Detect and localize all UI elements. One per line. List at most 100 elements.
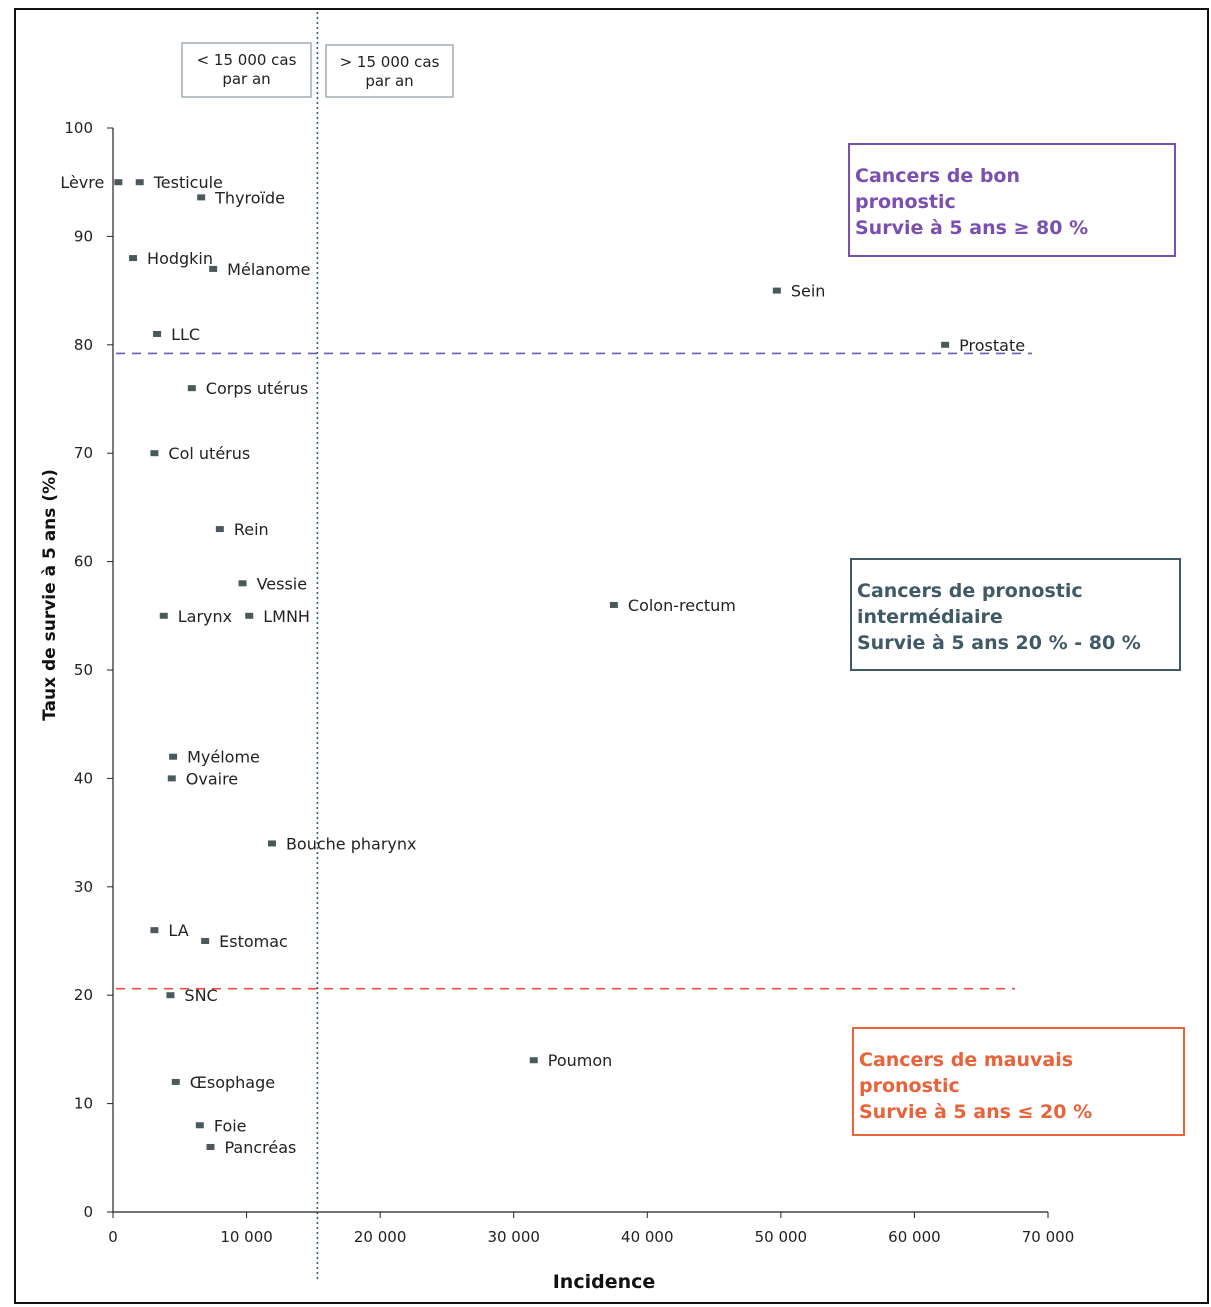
point-marker [187, 385, 196, 392]
annotation-text: Cancers de bon [855, 165, 1020, 187]
point-label: Foie [214, 1116, 247, 1135]
point-marker [150, 927, 159, 934]
y-tick-label: 90 [74, 227, 93, 245]
y-tick-label: 10 [74, 1095, 93, 1113]
point-sein: Sein [772, 282, 826, 301]
point-label: Poumon [548, 1051, 613, 1070]
point-marker [129, 255, 138, 262]
point-label: Œsophage [190, 1073, 275, 1092]
y-tick-label: 100 [64, 119, 93, 137]
x-tick-label: 40 000 [621, 1228, 674, 1246]
point-estomac: Estomac [201, 932, 288, 951]
point-label: LLC [171, 325, 200, 344]
point-marker [114, 179, 123, 186]
point-marker [238, 580, 247, 587]
point-marker [529, 1057, 538, 1064]
point-marker [159, 612, 168, 619]
point-label: Sein [791, 282, 826, 301]
point-label: Thyroïde [214, 188, 285, 207]
point-label: Lèvre [60, 173, 104, 192]
annotation-border [848, 143, 1176, 257]
point-label: Pancréas [225, 1138, 297, 1157]
point-levre: Lèvre [60, 173, 123, 192]
point-prostate: Prostate [941, 336, 1025, 355]
point-ovaire: Ovaire [167, 769, 238, 788]
annotation-border [850, 558, 1181, 671]
point-label: Larynx [178, 607, 232, 626]
point-label: Colon-rectum [628, 596, 736, 615]
point-myelome: Myélome [169, 748, 260, 767]
annotation-text: intermédiaire [857, 606, 1003, 628]
y-tick-label: 20 [74, 986, 93, 1004]
annotation-border [852, 1027, 1185, 1136]
annotation-text: Survie à 5 ans 20 % - 80 % [857, 632, 1141, 654]
point-marker [609, 601, 618, 608]
threshold-label-text: par an [365, 72, 413, 90]
point-marker [166, 992, 175, 999]
point-label: Prostate [959, 336, 1025, 355]
point-bouche-pharynx: Bouche pharynx [267, 834, 417, 853]
point-label: Ovaire [186, 769, 238, 788]
point-snc: SNC [166, 986, 218, 1005]
x-tick-label: 10 000 [220, 1228, 273, 1246]
point-marker [772, 287, 781, 294]
point-marker [171, 1078, 180, 1085]
point-rein: Rein [215, 520, 269, 539]
point-marker [167, 775, 176, 782]
point-melanome: Mélanome [209, 260, 310, 279]
point-marker [206, 1143, 215, 1150]
point-marker [150, 450, 159, 457]
point-label: Myélome [187, 748, 260, 767]
y-tick-label: 30 [74, 878, 93, 896]
point-llc: LLC [153, 325, 200, 344]
x-tick-label: 20 000 [354, 1228, 407, 1246]
x-axis-title: Incidence [553, 1271, 656, 1293]
point-label: Vessie [257, 574, 308, 593]
threshold-label-text: par an [222, 70, 270, 88]
reference-lines [116, 12, 1032, 1280]
threshold-label-box [325, 44, 454, 98]
point-foie: Foie [195, 1116, 247, 1135]
point-marker [215, 526, 224, 533]
point-label: Bouche pharynx [286, 834, 417, 853]
point-marker [941, 341, 950, 348]
point-vessie: Vessie [238, 574, 308, 593]
y-tick-label: 40 [74, 769, 93, 787]
point-label: Estomac [219, 932, 288, 951]
point-label: Col utérus [168, 444, 250, 463]
y-tick-label: 70 [74, 444, 93, 462]
chart-frame [14, 8, 1209, 1304]
annotation-text: Survie à 5 ans ≤ 20 % [859, 1101, 1092, 1123]
annotation-box: Cancers de bon pronostic Survie à 5 ans ≥ … [848, 143, 1176, 257]
point-testicule: Testicule [135, 173, 223, 192]
x-tick-label: 0 [108, 1228, 118, 1246]
point-oesophage: Œsophage [171, 1073, 275, 1092]
threshold-label-text: < 15 000 cas [197, 51, 297, 69]
point-label: Hodgkin [147, 249, 213, 268]
point-label: Mélanome [227, 260, 310, 279]
point-marker [169, 753, 178, 760]
y-tick-label: 60 [74, 553, 93, 571]
point-la: LA [150, 921, 189, 940]
point-marker [135, 179, 144, 186]
point-label: Rein [234, 520, 269, 539]
point-marker [153, 330, 162, 337]
point-marker [245, 612, 254, 619]
point-marker [195, 1122, 204, 1129]
point-poumon: Poumon [529, 1051, 613, 1070]
x-tick-label: 30 000 [487, 1228, 540, 1246]
annotation-box: Cancers de pronostic intermédiaire Survie … [850, 558, 1181, 671]
y-tick-label: 0 [83, 1203, 93, 1221]
point-hodgkin: Hodgkin [129, 249, 213, 268]
axes: 0 10 20 30 40 50 60 70 80 90 100 0 10 000 20 000 30 00… [64, 119, 1074, 1246]
point-marker [197, 194, 206, 201]
point-label: SNC [184, 986, 217, 1005]
point-col-uterus: Col utérus [150, 444, 250, 463]
threshold-label-box [181, 42, 312, 98]
x-tick-label: 50 000 [755, 1228, 808, 1246]
point-marker [267, 840, 276, 847]
